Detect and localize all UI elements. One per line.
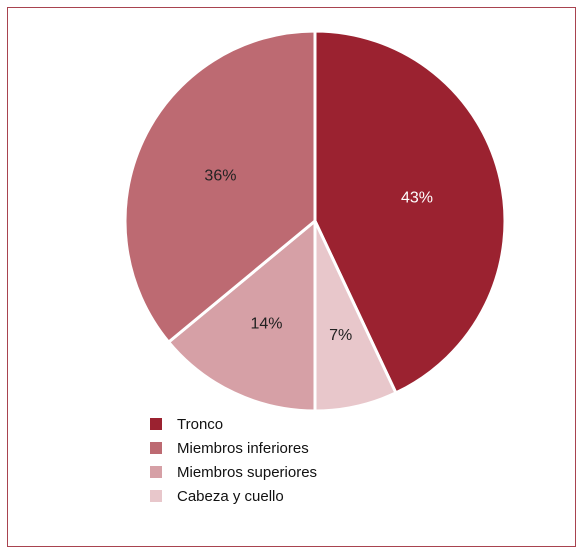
data-label-tronco: 43% xyxy=(401,189,433,206)
legend-item-miembros-superiores: Miembros superiores xyxy=(150,460,317,484)
legend-label-miembros-inferiores: Miembros inferiores xyxy=(177,439,309,457)
data-label-miembros-inferiores: 36% xyxy=(204,168,236,185)
legend-label-miembros-superiores: Miembros superiores xyxy=(177,463,318,481)
legend-item-miembros-inferiores: Miembros inferiores xyxy=(150,436,317,460)
legend-swatch-miembros-inferiores xyxy=(150,442,162,454)
legend-item-cabeza-y-cuello: Cabeza y cuello xyxy=(150,484,317,508)
pie-slice-tronco xyxy=(313,29,507,395)
legend-label-tronco: Tronco xyxy=(177,415,224,433)
data-label-cabeza-y-cuello: 7% xyxy=(329,327,352,344)
legend: Tronco Miembros inferiores Miembros supe… xyxy=(150,412,317,508)
legend-swatch-miembros-superiores xyxy=(150,466,162,478)
legend-label-cabeza-y-cuello: Cabeza y cuello xyxy=(177,487,284,505)
legend-swatch-cabeza-y-cuello xyxy=(150,490,162,502)
legend-swatch-tronco xyxy=(150,418,162,430)
legend-item-tronco: Tronco xyxy=(150,412,317,436)
pie-chart: 43% 7% 14% 36% xyxy=(123,29,507,413)
pie-slice-miembros-inferiores xyxy=(123,29,317,344)
data-label-miembros-superiores: 14% xyxy=(250,315,282,332)
pie-slice-miembros-superiores xyxy=(167,219,317,413)
